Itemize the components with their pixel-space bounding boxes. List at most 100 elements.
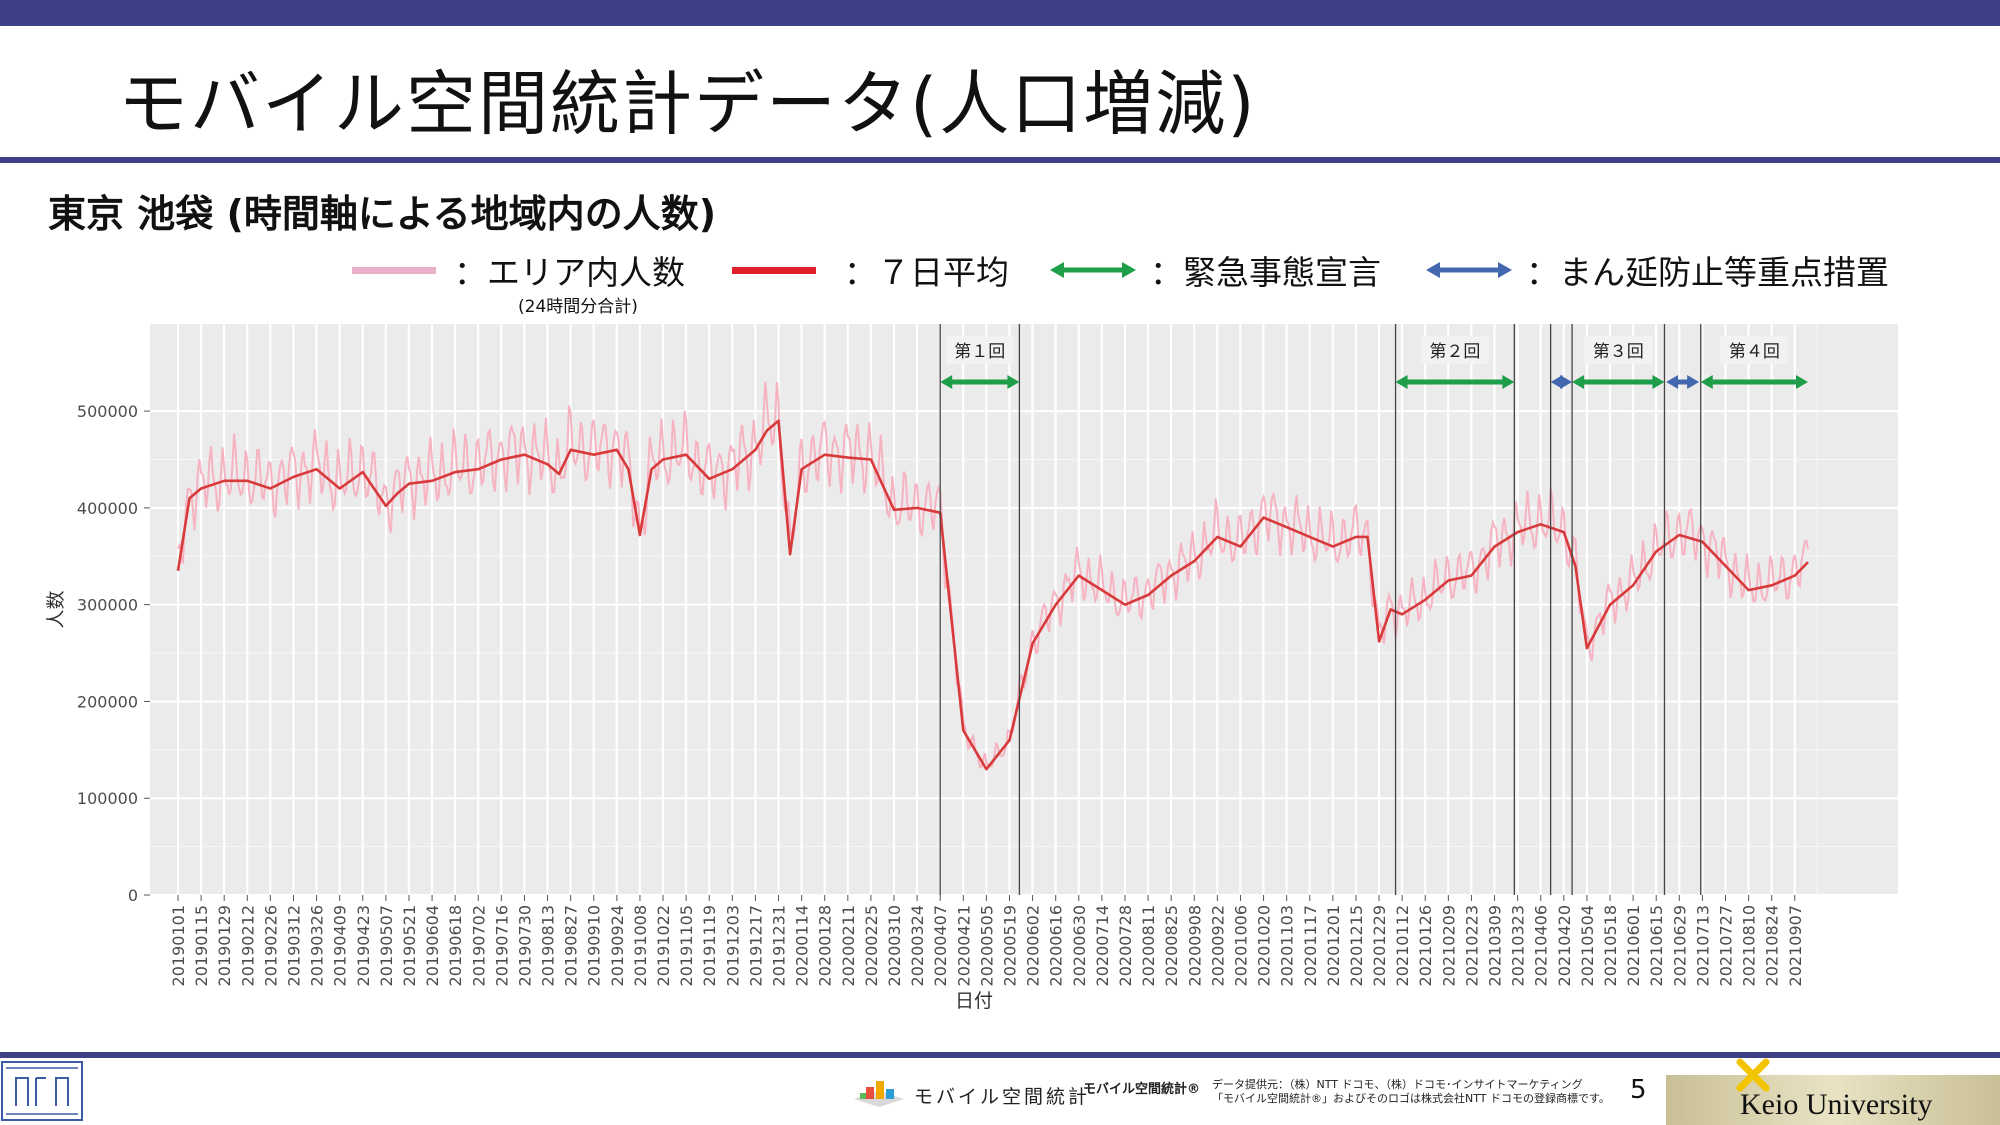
- x-tick-label: 20210615: [1647, 905, 1666, 986]
- x-tick-label: 20210126: [1416, 905, 1435, 986]
- x-tick-label: 20210209: [1439, 905, 1458, 986]
- x-tick-label: 20190409: [331, 905, 350, 986]
- x-tick-label: 20190326: [308, 905, 327, 986]
- x-tick-label: 20210223: [1462, 905, 1481, 986]
- x-tick-label: 20210601: [1624, 905, 1643, 986]
- x-tick-label: 20210406: [1532, 905, 1551, 986]
- declaration-arrow: [940, 375, 1020, 389]
- x-tick-label: 20210518: [1601, 905, 1620, 986]
- x-tick-label: 20200225: [862, 905, 881, 986]
- x-tick-label: 20201006: [1231, 905, 1250, 986]
- declaration-arrow: [1666, 375, 1700, 389]
- x-tick-label: 20210907: [1786, 905, 1805, 986]
- legend-swatch-raw: [352, 266, 436, 274]
- x-tick-label: 20200602: [1024, 905, 1043, 986]
- declaration-label: 第３回: [1593, 342, 1644, 362]
- legend-priority: ：まん延防止等重点措置: [1426, 246, 1889, 294]
- arrow-head-left: [940, 375, 953, 389]
- declaration-label-box: [1420, 336, 1489, 364]
- y-tick-label: 300000: [77, 596, 138, 615]
- x-tick-label: 20210309: [1486, 905, 1505, 986]
- x-tick-label: 20210824: [1763, 905, 1782, 986]
- declaration-label: 第２回: [1429, 342, 1480, 362]
- x-tick-label: 20200421: [954, 905, 973, 986]
- x-tick-label: 20200616: [1047, 905, 1066, 986]
- double-arrow-blue-icon: [1426, 262, 1512, 278]
- x-tick-label: 20190423: [354, 905, 373, 986]
- legend-label-avg7: ：７日平均: [844, 253, 1009, 292]
- x-tick-label: 20200407: [931, 905, 950, 986]
- series-area-count-line: [177, 381, 1809, 769]
- arrow-head-left: [1700, 375, 1713, 389]
- x-tick-label: 20190521: [400, 905, 419, 986]
- arrow-head-left: [1395, 375, 1408, 389]
- y-tick-label: 400000: [77, 499, 138, 518]
- x-tick-label: 20201215: [1347, 905, 1366, 986]
- university-name: Keio University: [1740, 1088, 1933, 1121]
- x-tick-label: 20210504: [1578, 905, 1597, 986]
- x-tick-label: 20200630: [1070, 905, 1089, 986]
- x-tick-label: 20200714: [1093, 905, 1112, 986]
- declaration-label-box: [945, 336, 1014, 364]
- x-tick-label: 20190730: [515, 905, 534, 986]
- x-tick-label: 20190827: [562, 905, 581, 986]
- page-number: 5: [1630, 1075, 1647, 1105]
- legend-avg7: ：７日平均: [732, 246, 1009, 294]
- x-tick-label: 20190813: [539, 905, 558, 986]
- x-tick-label: 20191119: [700, 905, 719, 986]
- declaration-arrow: [1395, 375, 1515, 389]
- declaration-arrow: [1700, 375, 1808, 389]
- x-tick-label: 20210323: [1509, 905, 1528, 986]
- legend-label-area-count: ：エリア内人数: [454, 253, 685, 292]
- arrow-head-right: [1007, 375, 1020, 389]
- x-tick-label: 20200922: [1208, 905, 1227, 986]
- x-tick-label: 20191217: [746, 905, 765, 986]
- mobile-stats-registered: モバイル空間統計®: [1083, 1082, 1201, 1097]
- x-tick-label: 20210420: [1555, 905, 1574, 986]
- x-tick-label: 20190716: [492, 905, 511, 986]
- x-tick-label: 20201020: [1255, 905, 1274, 986]
- series-avg7-line: [176, 419, 1809, 771]
- x-tick-label: 20191203: [723, 905, 742, 986]
- x-tick-label: 20201117: [1301, 905, 1320, 986]
- provider-line-2: 「モバイル空間統計®」およびそのロゴは株式会社NTT ドコモの登録商標です。: [1212, 1092, 1610, 1105]
- declaration-label: 第４回: [1729, 342, 1780, 362]
- y-axis-title: 人数: [45, 590, 67, 628]
- x-tick-label: 20200908: [1185, 905, 1204, 986]
- mobile-stats-name: モバイル空間統計: [914, 1086, 1091, 1108]
- legend-label-emergency: ：緊急事態宣言: [1150, 253, 1381, 292]
- x-tick-label: 20190507: [377, 905, 396, 986]
- declaration-label-box: [1584, 336, 1653, 364]
- x-tick-label: 20200114: [793, 905, 812, 986]
- legend-area-count: ：エリア内人数: [352, 246, 685, 294]
- declaration-label: 第１回: [954, 342, 1005, 362]
- title-divider: [0, 157, 2000, 163]
- y-tick-label: 100000: [77, 789, 138, 808]
- keio-pen-logo-icon: [1736, 1058, 1770, 1092]
- footer-divider: [0, 1052, 2000, 1058]
- data-provider-note: データ提供元：（株）NTT ドコモ、（株）ドコモ･インサイトマーケティング 「モ…: [1212, 1078, 1610, 1106]
- arrow-head-right: [1687, 375, 1700, 389]
- x-tick-label: 20201229: [1370, 905, 1389, 986]
- x-tick-label: 20210112: [1393, 905, 1412, 986]
- legend-emergency: ：緊急事態宣言: [1050, 246, 1381, 294]
- x-tick-label: 20200505: [977, 905, 996, 986]
- population-line-chart: 第１回 第２回 第３回 第４回 0 100000 200000 300000 400000 50…: [45, 324, 1898, 1012]
- double-arrow-green-icon: [1050, 262, 1136, 278]
- x-tick-label: 20190101: [169, 905, 188, 986]
- x-tick-label: 20201201: [1324, 905, 1343, 986]
- x-tick-label: 20200728: [1116, 905, 1135, 986]
- x-tick-label: 20200211: [839, 905, 858, 986]
- x-tick-label: 20200825: [1162, 905, 1181, 986]
- arrow-head-right: [1502, 375, 1515, 389]
- x-tick-label: 20191008: [631, 905, 650, 986]
- x-tick-label: 20200128: [816, 905, 835, 986]
- x-tick-label: 20190212: [238, 905, 257, 986]
- x-tick-label: 20190910: [585, 905, 604, 986]
- x-tick-label: 20190702: [469, 905, 488, 986]
- x-tick-label: 20210629: [1670, 905, 1689, 986]
- keio-university-banner: Keio University: [1666, 1058, 2000, 1125]
- x-tick-label: 20200324: [908, 905, 927, 986]
- declaration-arrow: [1550, 375, 1573, 389]
- top-accent-bar: [0, 0, 2000, 26]
